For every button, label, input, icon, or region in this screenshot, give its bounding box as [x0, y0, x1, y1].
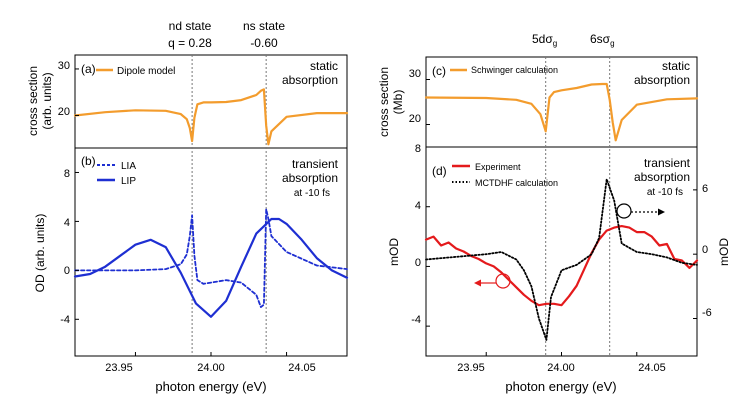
panel-d-label: (d)	[432, 164, 447, 178]
panel-d-series-experiment-line	[424, 225, 699, 307]
panel-d-ytick-4: 4	[415, 200, 421, 212]
panel-c-ytick-30: 30	[409, 68, 421, 80]
panel-c-series-schwinger-calculation-line	[424, 82, 699, 142]
nd-state-title: nd state	[169, 19, 212, 33]
panel-a-note-1: static	[310, 59, 338, 73]
panel-b-series-lip-line	[73, 217, 349, 318]
panel-d-ytick-0: 0	[415, 257, 421, 269]
panel-d-ylabel-right: mOD	[717, 238, 731, 266]
panel-d-ytick-neg4: -4	[411, 314, 421, 326]
panel-d-xtick-24-00: 24.00	[547, 362, 575, 374]
exp-axis-indicator-circle	[495, 273, 511, 289]
exp-axis-indicator-arrowhead	[474, 279, 481, 287]
calc-axis-indicator-arrowhead	[658, 208, 665, 216]
panel-d-note-3: at -10 fs	[647, 187, 683, 198]
panel-a-ytick-30: 30	[58, 60, 70, 72]
panel-b-xtick-23-95: 23.95	[105, 362, 133, 374]
panel-b-note-2: absorption	[282, 171, 338, 185]
ns-state-q: -0.60	[250, 36, 278, 50]
panel-b-xtick-24-00: 24.00	[197, 362, 225, 374]
panel-d-legend-exp-label: Experiment	[475, 162, 521, 172]
panel-b-label: (b)	[81, 154, 96, 168]
panel-b: (b) LIA LIP transient absorption at -10 …	[33, 147, 348, 374]
panel-b-note-3: at -10 fs	[294, 188, 330, 199]
panel-a-ylabel-1: cross section	[26, 66, 40, 136]
panel-d-rtick-0: 0	[702, 244, 708, 256]
panel-b-legend-lip-label: LIP	[121, 176, 136, 187]
panel-d-ylabel-left: mOD	[387, 238, 401, 266]
panel-d: (d) Experiment MCTDHF calculation transi…	[387, 143, 731, 374]
sigma-6s-label: 6sσg	[590, 32, 615, 48]
panel-d-series-mctdhf-calculation-line	[425, 178, 698, 341]
panel-b-series-lia-line	[74, 208, 348, 309]
nd-state-q: q = 0.28	[168, 36, 212, 50]
panel-b-ytick-8: 8	[64, 168, 70, 180]
panel-d-ytick-8: 8	[415, 143, 421, 155]
panel-c-label: (c)	[432, 64, 446, 78]
panel-d-legend-calc-label: MCTDHF calculation	[475, 178, 558, 188]
panel-d-note-2: absorption	[634, 170, 690, 184]
right-xlabel: photon energy (eV)	[505, 379, 616, 394]
panel-b-ylabel: OD (arb. units)	[33, 214, 47, 293]
panel-c-ylabel-2: (Mb)	[391, 90, 405, 115]
panel-c-ylabel-1: cross section	[377, 67, 391, 137]
panel-b-legend-lia-label: LIA	[121, 161, 136, 172]
panel-a-ytick-20: 20	[58, 106, 70, 118]
panel-c: (c) Schwinger calculation static absorpt…	[377, 56, 698, 148]
panel-a-ylabel-2: (arb. units)	[40, 72, 54, 129]
panel-d-rtick-neg6: -6	[702, 307, 712, 319]
panel-d-xtick-24-05: 24.05	[638, 362, 666, 374]
ns-state-title: ns state	[243, 19, 285, 33]
panel-d-xtick-23-95: 23.95	[457, 362, 485, 374]
sigma-5d-label: 5dσg	[532, 32, 557, 48]
panel-c-ytick-20: 20	[409, 113, 421, 125]
panel-a-label: (a)	[81, 62, 96, 76]
panel-a: (a) Dipole model static absorption 30 20…	[26, 54, 348, 149]
panel-b-note-1: transient	[292, 157, 339, 171]
plot-layer	[73, 55, 699, 356]
panel-a-series-dipole-model-line	[73, 88, 349, 146]
panel-c-note-1: static	[662, 59, 690, 73]
calc-axis-indicator-circle	[616, 203, 632, 219]
panel-d-rtick-6: 6	[702, 183, 708, 195]
panel-d-note-1: transient	[644, 156, 691, 170]
panel-b-xtick-24-05: 24.05	[288, 362, 316, 374]
panel-b-ytick-0: 0	[64, 265, 70, 277]
panel-c-note-2: absorption	[634, 73, 690, 87]
panel-a-note-2: absorption	[282, 73, 338, 87]
panel-c-legend-label: Schwinger calculation	[471, 65, 558, 75]
panel-a-legend-label: Dipole model	[117, 66, 175, 77]
panel-b-ytick-neg4: -4	[60, 314, 70, 326]
panel-b-ytick-4: 4	[64, 217, 70, 229]
left-xlabel: photon energy (eV)	[155, 379, 266, 394]
